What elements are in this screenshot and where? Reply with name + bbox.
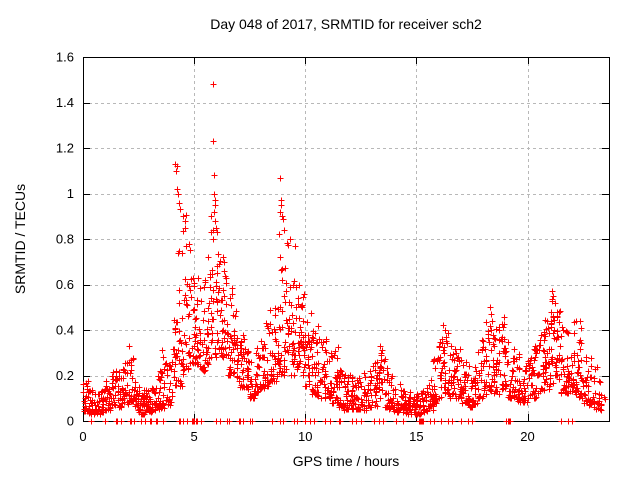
y-tick-label: 1.6 [56, 50, 74, 65]
y-tick-label: 0.4 [56, 323, 74, 338]
y-tick-label: 0.2 [56, 368, 74, 383]
y-tick-label: 1.4 [56, 95, 74, 110]
x-tick-label: 5 [191, 429, 198, 444]
x-tick-label: 10 [298, 429, 312, 444]
chart-title: Day 048 of 2017, SRMTID for receiver sch… [210, 16, 482, 32]
y-tick-label: 0.6 [56, 277, 74, 292]
x-tick-label: 0 [79, 429, 86, 444]
x-tick-label: 15 [409, 429, 423, 444]
y-tick-label: 1 [67, 186, 74, 201]
data-point-markers [80, 81, 609, 425]
scatter-points [80, 81, 609, 425]
y-tick-label: 0.8 [56, 232, 74, 247]
y-tick-label: 1.2 [56, 141, 74, 156]
tick-labels: 0 5 10 15 20 0 0.2 0.4 0.6 0.8 1 1.2 1.4 1.6 [56, 50, 535, 445]
grid-lines [83, 57, 609, 421]
y-tick-label: 0 [67, 414, 74, 429]
x-tick-label: 20 [520, 429, 534, 444]
x-axis-title: GPS time / hours [292, 453, 400, 469]
